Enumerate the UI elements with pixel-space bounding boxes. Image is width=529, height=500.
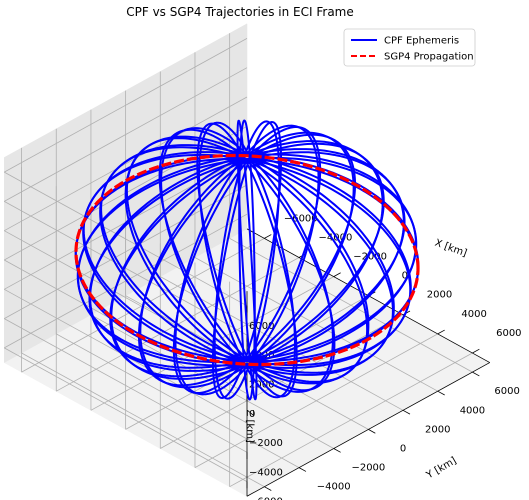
cpf-orbit-line xyxy=(158,128,336,392)
grid-line-z-back xyxy=(4,96,248,232)
y-tick-mark xyxy=(437,390,445,396)
x-tick-label: 4000 xyxy=(461,309,486,320)
x-axis-label: X [km] xyxy=(433,238,468,260)
tick-labels: −6000−4000−20000200040006000−6000−4000−2… xyxy=(246,213,522,500)
cpf-orbit-line xyxy=(137,133,357,387)
x-tick-label: 6000 xyxy=(496,328,521,339)
grid-line-z-left xyxy=(4,347,248,482)
y-tick-mark xyxy=(333,448,341,453)
x-tick-label: −6000 xyxy=(284,213,318,224)
series-sgp4-propagation xyxy=(74,153,420,367)
x-tick-label: −2000 xyxy=(353,252,387,263)
grid-line-y-floor xyxy=(90,314,334,449)
legend-frame xyxy=(343,28,476,67)
x-tick-mark xyxy=(437,329,445,335)
y-tick-mark xyxy=(368,429,376,434)
y-tick-label: 2000 xyxy=(425,424,450,435)
grid-line-z-back xyxy=(4,67,248,202)
chart-title: CPF vs SGP4 Trajectories in ECI Frame xyxy=(126,5,354,19)
y-tick-label: 4000 xyxy=(460,405,485,416)
grid-line-z-back xyxy=(4,38,248,173)
cpf-orbit-line xyxy=(198,121,296,399)
x-tick-mark xyxy=(264,234,272,239)
legend: CPF Ephemeris SGP4 Propagation xyxy=(343,28,476,67)
cpf-orbit-line xyxy=(174,124,320,396)
z-tick-label: 0 xyxy=(249,409,255,420)
z-axis-label: Z [km] xyxy=(244,409,255,442)
y-tick-label: 6000 xyxy=(494,386,519,397)
series-cpf-ephemeris xyxy=(74,119,420,401)
cpf-orbit-line xyxy=(124,135,370,385)
z-tick-label: 6000 xyxy=(249,321,274,332)
x-tick-mark xyxy=(333,272,341,277)
y-tick-label: −2000 xyxy=(351,463,385,474)
cpf-orbit-line xyxy=(196,122,298,398)
cpf-orbit-line xyxy=(238,119,256,401)
legend-label: SGP4 Propagation xyxy=(384,52,474,63)
grid-line-y-floor xyxy=(194,257,438,392)
legend-label: CPF Ephemeris xyxy=(384,36,459,47)
grid-lines xyxy=(4,33,473,488)
y-axis-label: Y [km] xyxy=(424,455,459,481)
sgp4-orbit-line xyxy=(74,153,420,367)
y-tick-label: 0 xyxy=(400,444,406,455)
cpf-orbit-line xyxy=(160,127,334,393)
z-tick-label: −2000 xyxy=(249,438,283,449)
x-tick-label: 0 xyxy=(402,271,408,282)
grid-line-y-floor xyxy=(56,333,300,468)
y-tick-mark xyxy=(402,409,411,415)
z-tick-label: −4000 xyxy=(249,467,283,478)
x-tick-mark xyxy=(472,348,480,354)
trajectory-series xyxy=(74,119,420,401)
cpf-orbit-line xyxy=(76,156,418,364)
z-tick-label: −6000 xyxy=(249,497,283,500)
cpf-orbit-line xyxy=(211,121,283,399)
cpf-orbit-line xyxy=(88,151,406,369)
grid-line-z-left xyxy=(4,171,248,307)
y-tick-mark xyxy=(298,467,307,472)
x-tick-label: 2000 xyxy=(427,290,452,301)
x-tick-label: −4000 xyxy=(319,232,353,243)
grid-line-z-back xyxy=(4,184,248,319)
cpf-orbit-line xyxy=(125,137,369,383)
grid-line-y-floor xyxy=(21,352,265,488)
grid-line-z-left xyxy=(4,318,248,453)
z-tick-label: 2000 xyxy=(249,379,274,390)
z-tick-label: 4000 xyxy=(249,350,274,361)
grid-line-z-left xyxy=(4,201,248,336)
y-tick-mark xyxy=(264,486,272,491)
y-tick-mark xyxy=(472,371,480,377)
y-tick-label: −4000 xyxy=(317,482,351,493)
cpf-orbit-line xyxy=(172,126,322,394)
